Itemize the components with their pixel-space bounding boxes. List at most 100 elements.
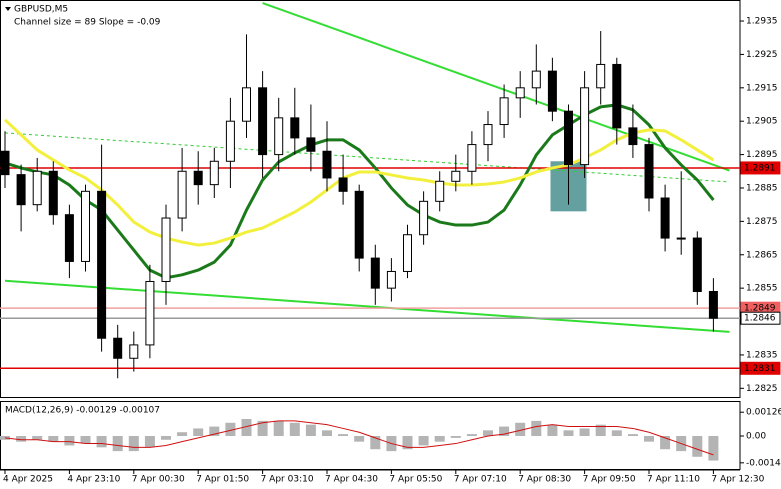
macd-bar <box>64 436 75 446</box>
y-tick-label: 1.2915 <box>746 83 778 93</box>
macd-bar <box>644 436 654 442</box>
macd-bar <box>338 434 349 436</box>
candle-body <box>81 190 90 262</box>
candle-body <box>676 237 686 240</box>
macd-bar <box>241 419 252 436</box>
macd-bar <box>563 430 574 436</box>
candle-body <box>209 160 219 186</box>
macd-bar <box>273 420 284 436</box>
candle-body <box>113 337 123 359</box>
candle-body <box>322 150 332 179</box>
macd-bar <box>579 428 590 436</box>
candle-body <box>97 190 107 339</box>
macd-bar <box>257 420 268 436</box>
macd-bar <box>499 426 510 436</box>
moving-average <box>3 118 715 247</box>
candle-body <box>145 280 155 346</box>
candle-body <box>596 63 606 89</box>
macd-bar <box>434 436 445 442</box>
y-tick-label: 0.00 <box>746 432 766 442</box>
candle-body <box>193 170 203 186</box>
y-tick-label: 0.00126 <box>746 408 781 418</box>
macd-bar <box>96 436 107 448</box>
candle-body <box>628 127 638 146</box>
y-tick-label: 1.2865 <box>746 250 778 260</box>
macd-bar <box>32 436 43 440</box>
y-tick-label: 1.2835 <box>746 350 778 360</box>
x-tick-label: 4 Apr 23:10 <box>67 475 120 485</box>
candle-body <box>16 174 26 206</box>
y-tick-label: 1.2925 <box>746 50 778 60</box>
candle-body <box>483 124 493 146</box>
candle-body <box>564 110 573 166</box>
candle-body <box>129 344 139 359</box>
macd-panel: 0.00126 0.00 -0.00142 <box>0 408 781 468</box>
macd-bar <box>708 436 719 461</box>
macd-bar <box>289 422 300 436</box>
x-tick-label: 7 Apr 01:50 <box>196 475 249 485</box>
macd-bar <box>692 436 703 457</box>
macd-bar <box>354 436 365 442</box>
macd-bar <box>80 436 91 444</box>
chart-subtitle: Channel size = 89 Slope = -0.09 <box>14 18 161 28</box>
candle-body <box>531 70 541 89</box>
candle-body <box>547 70 557 112</box>
candle-body <box>290 117 300 139</box>
macd-bar <box>627 434 638 436</box>
x-tick-label: 7 Apr 05:50 <box>389 475 442 485</box>
candle-body <box>64 214 74 262</box>
x-tick-label: 7 Apr 09:50 <box>583 475 636 485</box>
candle-body <box>419 200 429 236</box>
macd-bar <box>112 436 123 452</box>
x-tick-label: 7 Apr 08:30 <box>518 475 571 485</box>
y-tick-label: 1.2875 <box>746 217 778 227</box>
y-tick-label: 1.2935 <box>746 17 778 27</box>
candle-body <box>515 87 525 99</box>
macd-bar <box>370 436 381 450</box>
x-tick-label: 7 Apr 00:30 <box>132 475 185 485</box>
x-tick-label: 7 Apr 04:30 <box>325 475 378 485</box>
macd-bar <box>611 430 622 436</box>
y-tick-label: 1.2895 <box>746 150 778 160</box>
candle-body <box>242 87 251 122</box>
candle-body <box>258 87 268 156</box>
macd-bar <box>547 424 558 436</box>
x-tick-label: 7 Apr 12:30 <box>711 475 764 485</box>
macd-bar <box>322 430 332 436</box>
candle-body <box>692 237 702 292</box>
macd-bar <box>402 436 413 450</box>
main-frame <box>0 0 741 398</box>
trendline <box>262 2 730 172</box>
macd-bar <box>660 436 671 450</box>
macd-bar <box>128 436 139 452</box>
candle-body <box>708 290 718 319</box>
price-tag <box>740 161 781 175</box>
candle-body <box>274 117 284 156</box>
candle-body <box>161 217 171 282</box>
signal-line <box>4 420 714 456</box>
candle-body <box>612 63 622 129</box>
x-tick-label: 4 Apr 2025 <box>3 475 53 485</box>
macd-bar <box>144 436 155 448</box>
y-tick-label: 1.2885 <box>746 183 778 193</box>
macd-bar <box>225 422 236 436</box>
candle-body <box>499 97 509 126</box>
y-tick-label: 1.2825 <box>746 384 778 394</box>
macd-bar <box>466 434 477 436</box>
macd-bar <box>177 432 188 436</box>
macd-bar <box>48 436 59 442</box>
symbol-arrow <box>5 7 11 11</box>
candle-body <box>660 197 670 239</box>
candle-body <box>354 190 364 259</box>
macd-title: MACD(12,26,9) -0.00129 -0.00107 <box>5 406 160 416</box>
y-tick-label: 1.2855 <box>746 284 778 294</box>
macd-bar <box>16 436 27 442</box>
candle-body <box>177 170 187 219</box>
macd-bar <box>161 436 171 440</box>
candle-body <box>370 257 380 289</box>
macd-bar <box>450 436 461 438</box>
macd-bar <box>305 424 316 436</box>
candle-body <box>580 87 590 166</box>
